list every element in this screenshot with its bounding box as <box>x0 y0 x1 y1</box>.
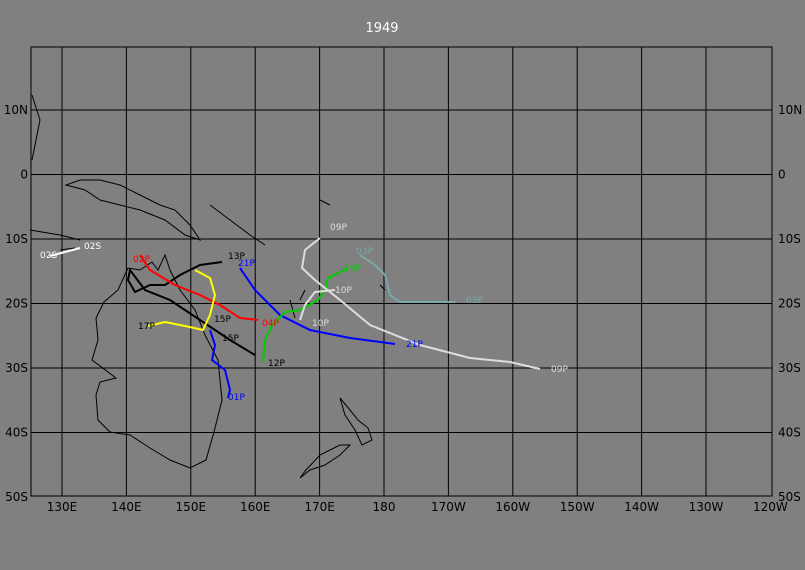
map-title: 1949 <box>365 21 398 36</box>
track <box>139 254 259 321</box>
storm-label: 09P <box>330 223 347 233</box>
lat-label: 20S <box>5 297 28 311</box>
lon-label: 130E <box>47 500 78 514</box>
track <box>239 267 396 345</box>
storm-label: 04P <box>262 319 279 329</box>
lon-label: 130W <box>689 500 724 514</box>
lat-label: 10N <box>778 103 802 117</box>
grid: 130E 140E 150E 160E 170E 180 170W 160W 150W 140W 1… <box>4 46 802 514</box>
storm-label: 09P <box>551 365 568 375</box>
lon-label: 140E <box>111 500 142 514</box>
storm-label: 02S <box>84 242 101 252</box>
lon-label: 160E <box>240 500 271 514</box>
storm-label: 10P <box>312 319 329 329</box>
tracks <box>49 237 541 399</box>
lat-label: 0 <box>20 168 28 182</box>
lon-label: 170E <box>304 500 335 514</box>
storm-label: 12P <box>268 359 285 369</box>
lat-label: 30S <box>778 361 801 375</box>
new-zealand-north <box>339 397 373 446</box>
track <box>49 247 81 257</box>
lat-label: 10N <box>4 103 28 117</box>
track <box>300 237 541 370</box>
lon-label: 180 <box>373 500 396 514</box>
lon-label: 140W <box>624 500 659 514</box>
borneo-timor <box>29 94 81 251</box>
storm-label: 03P <box>466 296 483 306</box>
track <box>126 261 256 356</box>
storm-label: 02S <box>40 251 57 261</box>
storm-label: 15P <box>222 334 239 344</box>
track <box>299 289 336 321</box>
map-frame <box>30 46 773 497</box>
storm-label: 21P <box>238 259 255 269</box>
lat-label: 50S <box>5 490 28 504</box>
lat-label: 20S <box>778 297 801 311</box>
lat-label: 10S <box>5 232 28 246</box>
storm-label: 15P <box>214 315 231 325</box>
track <box>147 269 217 332</box>
lat-label: 50S <box>778 490 801 504</box>
storm-label: 13P <box>228 252 245 262</box>
storm-label: 01P <box>228 393 245 403</box>
new-guinea <box>64 179 202 241</box>
lat-label: 30S <box>5 361 28 375</box>
storm-label: 21P <box>406 340 423 350</box>
coastlines <box>29 94 386 479</box>
storm-label: 02P <box>133 255 150 265</box>
storm-label: 19P <box>344 264 361 274</box>
lat-label: 40S <box>778 426 801 440</box>
lat-label: 40S <box>5 426 28 440</box>
lat-label: 0 <box>778 168 786 182</box>
track <box>359 254 455 303</box>
islands <box>209 199 386 319</box>
lon-label: 170W <box>431 500 466 514</box>
storm-label: 17P <box>138 322 155 332</box>
storm-label: 03P <box>356 247 373 257</box>
lon-label: 150W <box>560 500 595 514</box>
storm-label: 10P <box>335 286 352 296</box>
track <box>209 329 232 399</box>
australia <box>91 253 223 469</box>
lon-label: 160W <box>495 500 530 514</box>
lon-label: 150E <box>176 500 207 514</box>
lon-label: 120W <box>753 500 788 514</box>
new-zealand-south <box>299 444 352 479</box>
lat-label: 10S <box>778 232 801 246</box>
track <box>262 267 349 363</box>
